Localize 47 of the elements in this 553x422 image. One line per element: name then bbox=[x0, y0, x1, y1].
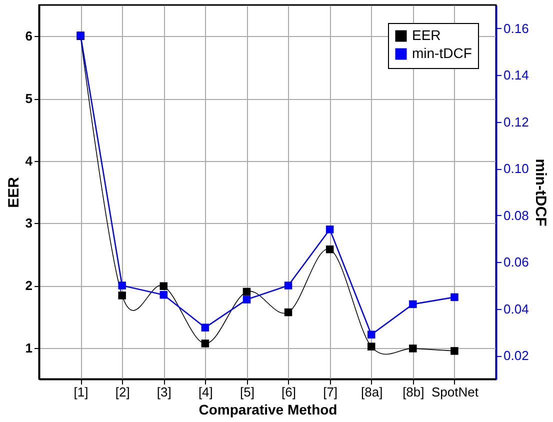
y2-tick-label: 0.08 bbox=[504, 208, 529, 223]
point bbox=[450, 293, 458, 302]
point bbox=[201, 340, 210, 348]
point bbox=[242, 288, 251, 296]
y2-tick-label: 0.12 bbox=[504, 114, 529, 130]
point bbox=[118, 292, 126, 300]
y2-tick-label: 0.02 bbox=[504, 348, 529, 364]
y2-tick-label: 0.16 bbox=[504, 20, 529, 36]
point bbox=[367, 330, 376, 338]
x-tick-label: [4] bbox=[198, 384, 213, 400]
legend-label: min-tDCF bbox=[412, 45, 472, 61]
point bbox=[326, 245, 334, 254]
point bbox=[409, 344, 417, 352]
x-tick-label: [2] bbox=[115, 384, 130, 400]
point bbox=[367, 342, 376, 350]
x-tick-label: [7] bbox=[323, 384, 338, 400]
y-tick-label: 4 bbox=[25, 153, 34, 168]
x-tick-label: [5] bbox=[240, 384, 254, 400]
y-tick-label: 3 bbox=[25, 216, 32, 231]
y-tick-label: 5 bbox=[25, 91, 32, 106]
legend-label: EER bbox=[412, 27, 441, 43]
y2-tick-label: 0.04 bbox=[504, 301, 529, 316]
x-tick-label: [6] bbox=[282, 384, 296, 400]
y2-tick-label: 0.10 bbox=[504, 161, 529, 176]
point bbox=[284, 282, 292, 290]
x-tick-label: [1] bbox=[74, 384, 88, 400]
y-tick-label: 6 bbox=[25, 28, 32, 44]
point bbox=[450, 347, 458, 355]
point bbox=[242, 296, 251, 304]
y-tick-label: 2 bbox=[25, 278, 32, 293]
y2-tick-label: 0.14 bbox=[504, 68, 529, 83]
x-axis-title: Comparative Method bbox=[198, 402, 338, 418]
x-tick-label: [8a] bbox=[361, 384, 383, 400]
point bbox=[160, 290, 168, 299]
y2-axis-title: min-tDCF bbox=[532, 158, 549, 226]
x-tick-label: [3] bbox=[156, 384, 172, 400]
point bbox=[326, 226, 334, 234]
point bbox=[118, 282, 126, 290]
x-tick-label: SpotNet bbox=[431, 384, 479, 400]
y-axis-title: EER bbox=[5, 176, 22, 208]
y2-tick-label: 0.06 bbox=[504, 254, 529, 270]
x-tick-label: [8b] bbox=[402, 384, 424, 400]
point bbox=[284, 308, 292, 316]
y-tick-label: 1 bbox=[25, 340, 32, 356]
point bbox=[201, 324, 210, 332]
point bbox=[160, 282, 168, 290]
point bbox=[409, 300, 417, 308]
